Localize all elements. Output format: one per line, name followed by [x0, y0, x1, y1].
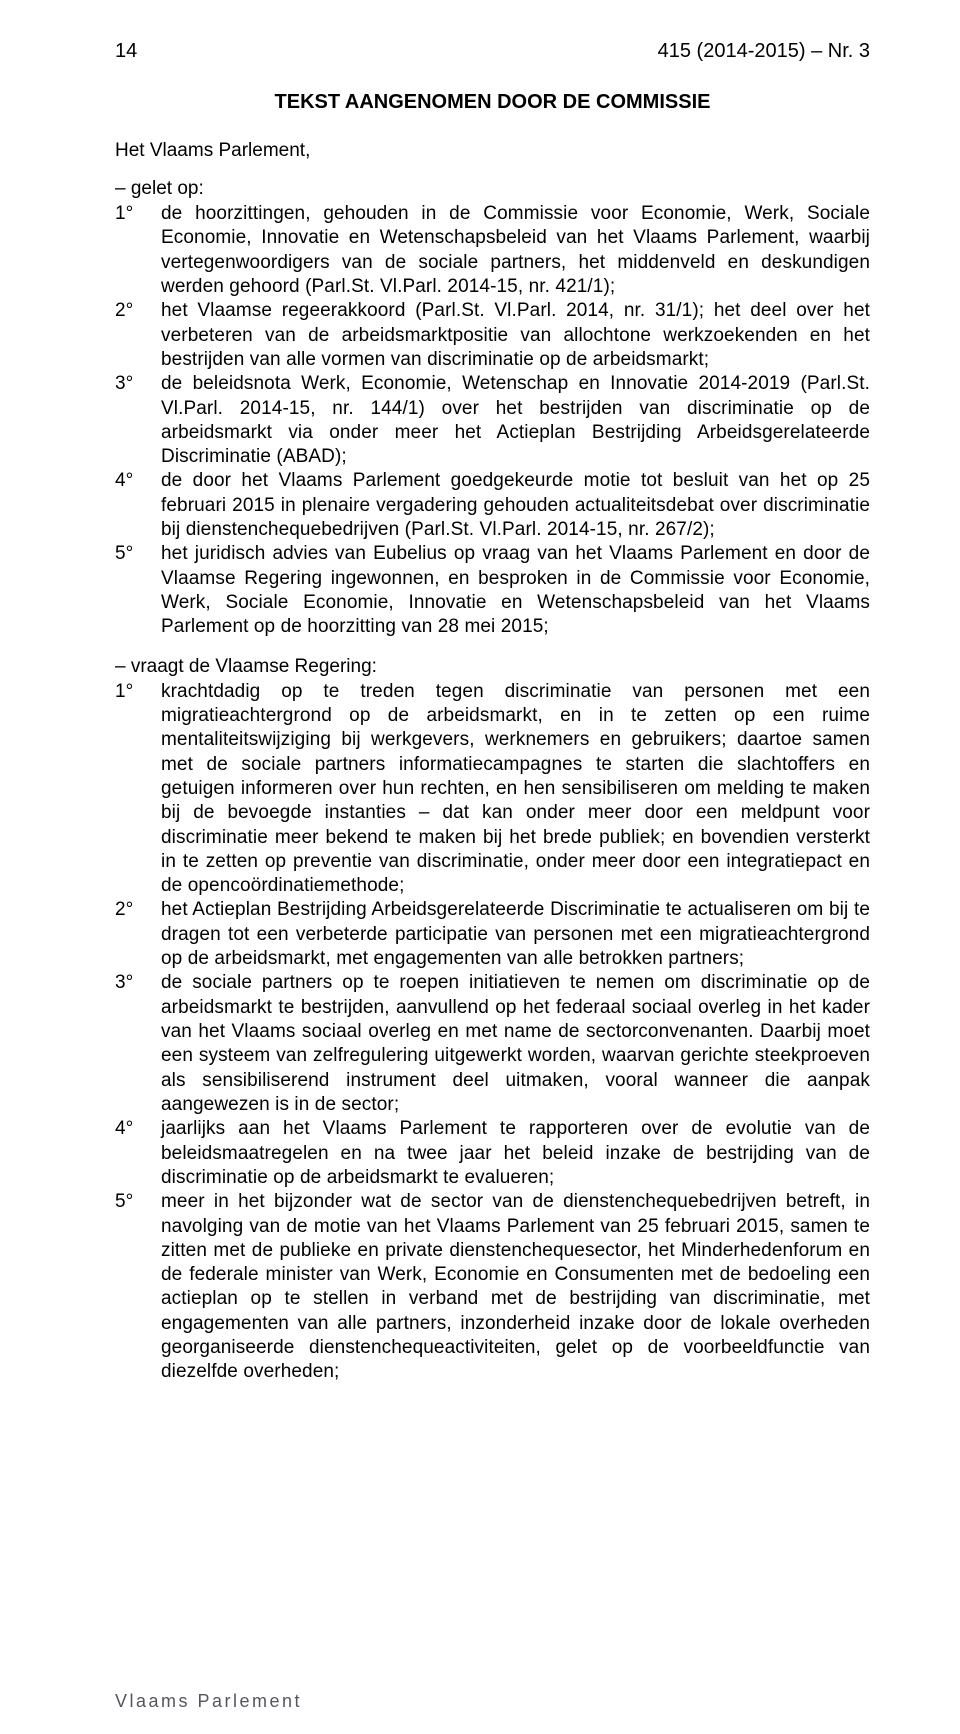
item-number: 2°: [115, 898, 161, 971]
section-lead-gelet: – gelet op:: [115, 178, 870, 200]
item-number: 2°: [115, 299, 161, 372]
item-number: 3°: [115, 372, 161, 469]
document-title: TEKST AANGENOMEN DOOR DE COMMISSIE: [115, 91, 870, 114]
item-text: krachtdadig op te treden tegen discrimin…: [161, 680, 870, 899]
page-footer: Vlaams Parlement: [115, 1691, 302, 1712]
intro-line: Het Vlaams Parlement,: [115, 140, 870, 162]
item-number: 4°: [115, 1117, 161, 1190]
item-text: het Actieplan Bestrijding Arbeidsgerelat…: [161, 898, 870, 971]
list-item: 4° jaarlijks aan het Vlaams Parlement te…: [115, 1117, 870, 1190]
list-item: 2° het Actieplan Bestrijding Arbeidsgere…: [115, 898, 870, 971]
list-item: 1° de hoorzittingen, gehouden in de Comm…: [115, 202, 870, 299]
item-text: de beleidsnota Werk, Economie, Wetenscha…: [161, 372, 870, 469]
section-lead-vraagt: – vraagt de Vlaamse Regering:: [115, 656, 870, 678]
item-text: meer in het bijzonder wat de sector van …: [161, 1190, 870, 1385]
list-item: 5° meer in het bijzonder wat de sector v…: [115, 1190, 870, 1385]
list-item: 3° de sociale partners op te roepen init…: [115, 971, 870, 1117]
list-item: 2° het Vlaamse regeerakkoord (Parl.St. V…: [115, 299, 870, 372]
doc-reference: 415 (2014-2015) – Nr. 3: [658, 40, 870, 63]
page-header: 14 415 (2014-2015) – Nr. 3: [115, 40, 870, 63]
item-text: het Vlaamse regeerakkoord (Parl.St. Vl.P…: [161, 299, 870, 372]
item-number: 5°: [115, 542, 161, 639]
item-number: 1°: [115, 680, 161, 899]
gelet-list: 1° de hoorzittingen, gehouden in de Comm…: [115, 202, 870, 640]
item-text: jaarlijks aan het Vlaams Parlement te ra…: [161, 1117, 870, 1190]
item-text: de sociale partners op te roepen initiat…: [161, 971, 870, 1117]
list-item: 3° de beleidsnota Werk, Economie, Wetens…: [115, 372, 870, 469]
item-text: de door het Vlaams Parlement goedgekeurd…: [161, 469, 870, 542]
list-item: 4° de door het Vlaams Parlement goedgeke…: [115, 469, 870, 542]
item-number: 5°: [115, 1190, 161, 1385]
list-item: 1° krachtdadig op te treden tegen discri…: [115, 680, 870, 899]
document-page: 14 415 (2014-2015) – Nr. 3 TEKST AANGENO…: [0, 0, 960, 1734]
item-number: 1°: [115, 202, 161, 299]
item-text: het juridisch advies van Eubelius op vra…: [161, 542, 870, 639]
vraagt-list: 1° krachtdadig op te treden tegen discri…: [115, 680, 870, 1385]
item-text: de hoorzittingen, gehouden in de Commiss…: [161, 202, 870, 299]
page-number: 14: [115, 40, 137, 63]
list-item: 5° het juridisch advies van Eubelius op …: [115, 542, 870, 639]
item-number: 4°: [115, 469, 161, 542]
item-number: 3°: [115, 971, 161, 1117]
